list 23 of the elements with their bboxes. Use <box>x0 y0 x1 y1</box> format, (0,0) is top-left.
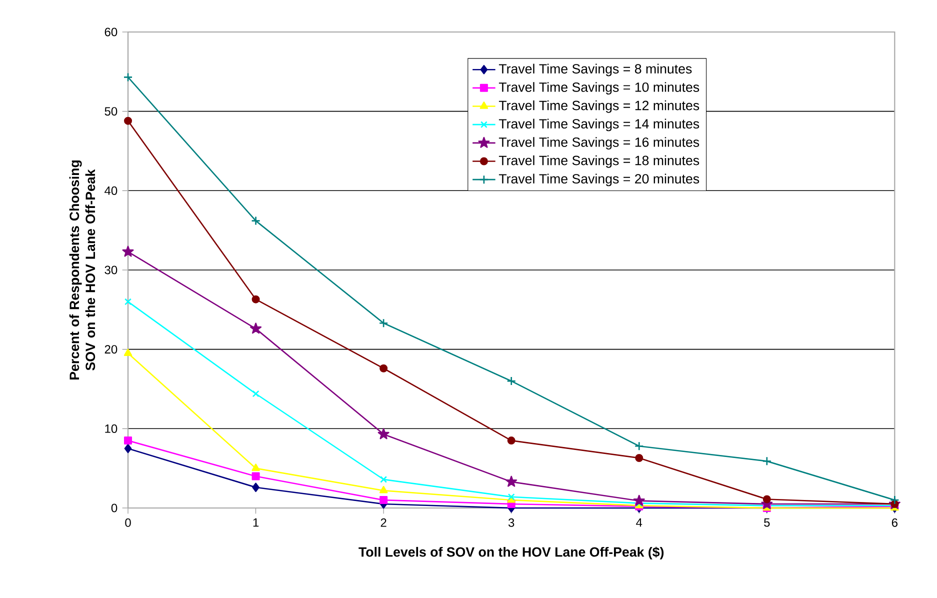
y-tick-label: 50 <box>104 107 118 116</box>
x-tick-label: 3 <box>508 518 514 527</box>
legend-label: Travel Time Savings = 14 minutes <box>498 118 700 132</box>
x-tick-label: 5 <box>764 518 770 527</box>
y-tick-label: 20 <box>104 345 118 354</box>
y-tick-label: 0 <box>111 504 118 512</box>
x-axis-title: Toll Levels of SOV on the HOV Lane Off-Peak ($) <box>358 546 664 560</box>
legend-label: Travel Time Savings = 8 minutes <box>498 64 692 76</box>
y-axis-title: Percent of Respondents Choosing SOV on the HOV Lane Off-Peak <box>69 160 96 380</box>
x-tick-label: 1 <box>253 518 259 527</box>
y-tick-label: 40 <box>104 186 118 195</box>
x-tick-label: 6 <box>892 518 898 527</box>
legend-label: Travel Time Savings = 10 minutes <box>498 82 700 95</box>
x-tick-label: 2 <box>380 518 386 527</box>
legend-label: Travel Time Savings = 20 minutes <box>498 174 700 186</box>
legend-label: Travel Time Savings = 12 minutes <box>498 100 700 113</box>
y-tick-label: 30 <box>104 266 118 274</box>
y-tick-label: 10 <box>105 424 118 433</box>
legend-label: Travel Time Savings = 16 minutes <box>498 137 700 150</box>
x-tick-label: 0 <box>125 518 131 527</box>
x-tick-label: 4 <box>636 518 642 527</box>
y-tick-label: 60 <box>104 28 118 36</box>
legend-label: Travel Time Savings = 18 minutes <box>498 155 700 168</box>
